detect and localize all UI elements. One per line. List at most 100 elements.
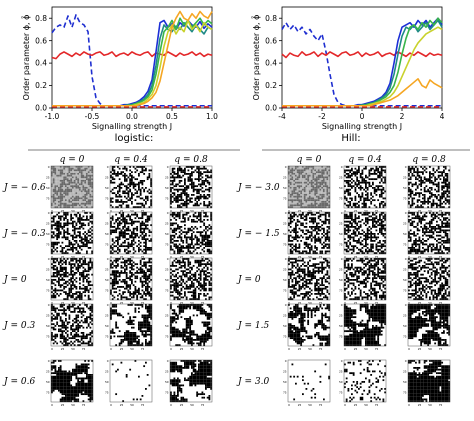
snapshot-image bbox=[407, 359, 451, 403]
x-tick-label: 0.0 bbox=[126, 112, 138, 121]
series-line-q_series_4 bbox=[52, 19, 213, 107]
snapshot-y-tick: 25 bbox=[165, 370, 169, 374]
column-header: q = 0.8 bbox=[174, 155, 208, 165]
snapshot-y-tick: 0 bbox=[285, 165, 287, 169]
x-tick-label: 0 bbox=[360, 112, 365, 121]
snapshot-y-tick: 75 bbox=[403, 289, 407, 293]
snapshot-x-tick: 25 bbox=[180, 403, 184, 407]
snapshot-y-tick: 0 bbox=[167, 303, 169, 307]
y-tick-label: 0.6 bbox=[265, 36, 277, 45]
snapshot-image bbox=[287, 165, 331, 209]
series-line-q_series_5 bbox=[52, 10, 213, 107]
snapshot-y-tick: 0 bbox=[341, 257, 343, 261]
snapshot-y-tick: 0 bbox=[107, 165, 109, 169]
snapshot-x-tick: 50 bbox=[130, 255, 134, 259]
snapshot-x-tick: 25 bbox=[120, 403, 124, 407]
snapshot-x-tick: 0 bbox=[51, 209, 53, 213]
snapshot-image bbox=[343, 359, 387, 403]
snapshot-y-tick: 50 bbox=[46, 186, 50, 190]
snapshot-image bbox=[169, 165, 213, 209]
y-tick-label: 0.8 bbox=[265, 14, 277, 23]
snapshot-x-tick: 75 bbox=[82, 403, 86, 407]
snapshot-y-tick: 0 bbox=[405, 211, 407, 215]
snapshot-y-tick: 50 bbox=[165, 186, 169, 190]
snapshot-y-tick: 0 bbox=[341, 359, 343, 363]
snapshot-y-tick: 50 bbox=[46, 232, 50, 236]
snapshot-x-tick: 25 bbox=[418, 209, 422, 213]
snapshot-image bbox=[343, 165, 387, 209]
snapshot-y-tick: 75 bbox=[46, 335, 50, 339]
snapshot-x-tick: 50 bbox=[428, 347, 432, 351]
snapshot-x-tick: 25 bbox=[120, 209, 124, 213]
snapshot-image bbox=[50, 303, 94, 347]
snapshot-x-tick: 75 bbox=[439, 403, 443, 407]
snapshot-y-tick: 75 bbox=[46, 197, 50, 201]
snapshot-x-tick: 50 bbox=[130, 301, 134, 305]
series-line-q_series_2 bbox=[52, 21, 213, 107]
snapshot-y-tick: 25 bbox=[283, 370, 287, 374]
snapshot-y-tick: 25 bbox=[105, 222, 109, 226]
snapshot-x-tick: 75 bbox=[319, 209, 323, 213]
snapshot-grid-hill: Hill: q = 0 q = 0.4 q = 0.8 J = − 3.0 0 25 50 75… bbox=[236, 133, 470, 407]
snapshot-y-tick: 50 bbox=[105, 278, 109, 282]
snapshot-x-tick: 50 bbox=[190, 255, 194, 259]
snapshot-image bbox=[407, 165, 451, 209]
snapshot-x-tick: 75 bbox=[141, 255, 145, 259]
snapshot-x-tick: 75 bbox=[201, 347, 205, 351]
snapshot-y-tick: 0 bbox=[48, 211, 50, 215]
snapshot-x-tick: 75 bbox=[439, 209, 443, 213]
snapshot-y-tick: 75 bbox=[403, 335, 407, 339]
snapshot-y-tick: 0 bbox=[405, 165, 407, 169]
snapshot-y-tick: 75 bbox=[283, 243, 287, 247]
snapshot-x-tick: 0 bbox=[288, 301, 290, 305]
snapshot-y-tick: 75 bbox=[105, 391, 109, 395]
snapshot-y-tick: 75 bbox=[165, 243, 169, 247]
snapshot-image bbox=[50, 211, 94, 255]
snapshot-x-tick: 25 bbox=[354, 301, 358, 305]
snapshot-x-tick: 75 bbox=[439, 301, 443, 305]
y-tick-label: 0.4 bbox=[265, 59, 277, 68]
plot-frame bbox=[281, 6, 443, 109]
snapshot-x-tick: 0 bbox=[51, 403, 53, 407]
snapshot-x-tick: 0 bbox=[170, 347, 172, 351]
snapshot-y-tick: 75 bbox=[339, 391, 343, 395]
snapshot-image bbox=[343, 303, 387, 347]
snapshot-image bbox=[50, 165, 94, 209]
snapshot-x-tick: 0 bbox=[288, 209, 290, 213]
snapshot-y-tick: 0 bbox=[285, 257, 287, 261]
snapshot-y-tick: 25 bbox=[403, 268, 407, 272]
snapshot-x-tick: 25 bbox=[61, 301, 65, 305]
snapshot-x-tick: 50 bbox=[71, 255, 75, 259]
snapshot-x-tick: 25 bbox=[354, 255, 358, 259]
snapshot-x-tick: 50 bbox=[364, 209, 368, 213]
series-line-q_series_3 bbox=[52, 17, 213, 107]
row-label: J = 0 bbox=[236, 275, 261, 285]
snapshot-x-tick: 0 bbox=[408, 209, 410, 213]
snapshot-x-tick: 75 bbox=[375, 255, 379, 259]
series-line-blue_dashed bbox=[281, 21, 442, 107]
snapshot-x-tick: 25 bbox=[61, 347, 65, 351]
snapshot-y-tick: 25 bbox=[46, 268, 50, 272]
snapshot-y-tick: 75 bbox=[165, 335, 169, 339]
snapshot-x-tick: 75 bbox=[375, 347, 379, 351]
snapshot-y-tick: 50 bbox=[403, 278, 407, 282]
snapshot-y-tick: 50 bbox=[403, 324, 407, 328]
snapshot-y-tick: 0 bbox=[107, 211, 109, 215]
snapshot-y-tick: 0 bbox=[405, 359, 407, 363]
snapshot-y-tick: 50 bbox=[283, 186, 287, 190]
snapshot-x-tick: 75 bbox=[141, 347, 145, 351]
snapshot-image bbox=[109, 211, 153, 255]
snapshot-y-tick: 25 bbox=[403, 314, 407, 318]
snapshot-y-tick: 50 bbox=[283, 278, 287, 282]
snapshot-y-tick: 75 bbox=[339, 243, 343, 247]
snapshot-y-tick: 0 bbox=[167, 165, 169, 169]
snapshot-x-tick: 75 bbox=[201, 255, 205, 259]
y-tick-label: 0.6 bbox=[35, 36, 47, 45]
snapshot-image bbox=[343, 257, 387, 301]
snapshot-y-tick: 25 bbox=[403, 176, 407, 180]
snapshot-image bbox=[109, 359, 153, 403]
snapshot-image bbox=[109, 303, 153, 347]
snapshot-x-tick: 25 bbox=[298, 301, 302, 305]
series-line-q_series_4 bbox=[282, 26, 443, 107]
